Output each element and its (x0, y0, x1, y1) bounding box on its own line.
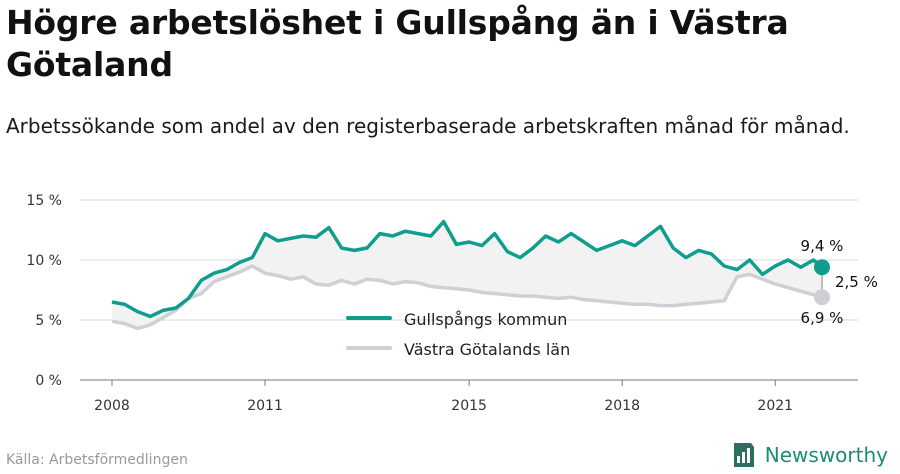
series-line-lan (111, 264, 823, 331)
brand-logo: Newsworthy (731, 441, 888, 469)
page-title: Högre arbetslöshet i Gullspång än i Väst… (6, 3, 789, 84)
x-tick-label: 2011 (247, 398, 283, 414)
end-marker-lan (814, 289, 830, 306)
legend-label-kommun: Gullspångs kommun (404, 310, 567, 329)
diff-label: 2,5 % (835, 273, 878, 291)
y-tick-label: 0 % (35, 373, 62, 389)
legend-label-lan: Västra Götalands län (404, 340, 570, 359)
y-tick-label: 5 % (35, 313, 62, 329)
x-tick-label: 2018 (604, 398, 640, 414)
series-line-kommun (111, 219, 824, 319)
newsworthy-logo-icon (733, 443, 754, 467)
source-note: Källa: Arbetsförmedlingen (6, 452, 188, 468)
x-tick-label: 2008 (94, 398, 130, 414)
chart-subtitle: Arbetssökande som andel av den registerb… (6, 114, 850, 138)
legend: Gullspångs kommun Västra Götalands län (346, 310, 570, 359)
x-tick-label: 2021 (757, 398, 793, 414)
end-label-kommun: 9,4 % (801, 237, 844, 255)
gap-area (112, 221, 822, 329)
y-tick-label: 10 % (26, 253, 62, 269)
brand-name: Newsworthy (764, 443, 888, 467)
line-chart: 9,4 % 6,9 % 2,5 % 2008 2011 2015 2018 2021 0 %… (26, 193, 878, 414)
end-marker-kommun (814, 259, 830, 276)
y-tick-label: 15 % (26, 193, 62, 209)
end-label-lan: 6,9 % (801, 309, 844, 327)
x-tick-label: 2015 (451, 398, 487, 414)
